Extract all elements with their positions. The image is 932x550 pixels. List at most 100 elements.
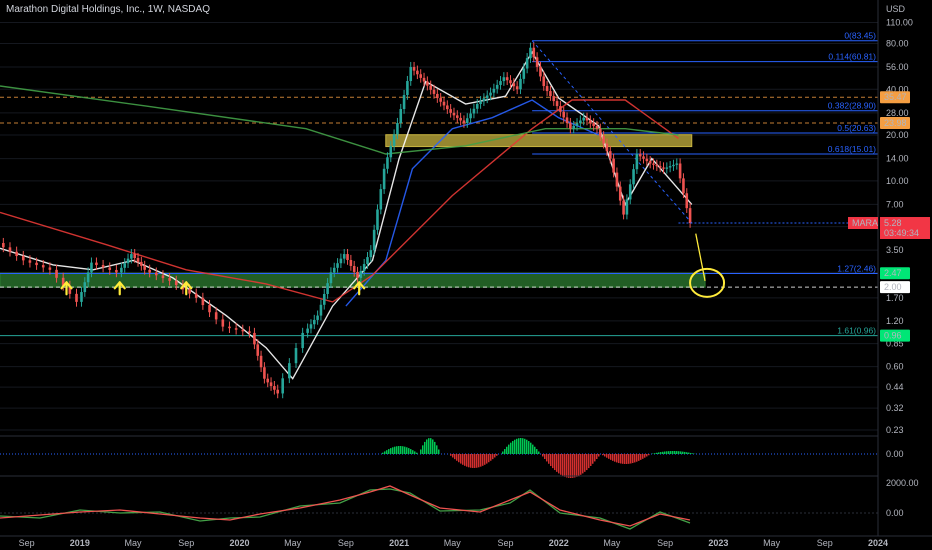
price-tick-2: 56.00 <box>886 62 909 72</box>
candle-body-14-1 <box>288 363 291 379</box>
time-tick-2: May <box>125 538 143 548</box>
macd-bar <box>434 441 436 454</box>
candle-body-28-2 <box>485 95 489 99</box>
candle-body-33-1 <box>549 91 552 97</box>
macd-bar <box>466 454 468 467</box>
macd-bar <box>394 446 396 454</box>
candle-body-16-2 <box>326 283 329 294</box>
candle-body-31-3 <box>529 47 532 59</box>
candle-body-31-2 <box>525 58 529 69</box>
candle-body-15-1 <box>309 324 313 329</box>
candle-body-24-2 <box>432 89 436 94</box>
candle-body-26-3 <box>462 120 466 124</box>
macd-bar <box>616 454 618 463</box>
candle-body-33-2 <box>552 96 556 102</box>
candle-body-18-1 <box>349 260 353 266</box>
time-tick-3: Sep <box>178 538 194 548</box>
candle-body-11-3 <box>248 331 251 333</box>
ma-line-3 <box>0 85 679 155</box>
price-tick-7: 10.00 <box>886 176 909 186</box>
grid <box>0 21 878 431</box>
candle-body-39-2 <box>632 169 635 185</box>
macd-bar <box>566 454 568 478</box>
macd-bar <box>584 454 586 472</box>
last-price-badge-bg <box>880 217 930 240</box>
candle-body-4-0 <box>80 292 83 302</box>
candle-body-36-0 <box>585 117 589 121</box>
candle-body-32-2 <box>539 66 542 77</box>
macd-bar <box>674 451 676 454</box>
candle-body-4-3 <box>90 262 93 273</box>
price-badge-0-bg <box>880 267 910 280</box>
macd-bar <box>630 454 632 464</box>
macd-bar <box>404 446 406 454</box>
candle-body-16-1 <box>322 293 326 305</box>
price-tick-0: 110.00 <box>886 17 913 27</box>
fibonacci-levels: 0(83.45) 0.114(60.81) 0.382(28.90) 0.5(20.6… <box>0 31 878 337</box>
hline-badge-0-bg <box>880 91 910 104</box>
price-series <box>2 42 878 399</box>
candle-body-30-1 <box>509 80 512 84</box>
candle-body-1-1 <box>8 247 12 252</box>
last-price-value: 5.28 <box>884 218 902 228</box>
candle-body-29-1 <box>495 84 499 89</box>
macd-bar <box>620 454 622 464</box>
macd-bar <box>614 454 616 462</box>
candle-body-8-2 <box>161 275 165 279</box>
candle-body-11-1 <box>234 328 238 330</box>
candle-body-37-3 <box>608 151 612 159</box>
chart-title: Marathon Digital Holdings, Inc., 1W, NAS… <box>6 4 210 15</box>
macd-bar <box>560 454 562 475</box>
candle-body-32-0 <box>532 47 536 58</box>
candle-body-38-0 <box>612 158 615 173</box>
candle-body-13-0 <box>266 378 270 383</box>
macd-bar <box>490 454 492 461</box>
candle-body-43-2 <box>685 193 689 209</box>
price-tick-8: 7.00 <box>886 199 904 209</box>
macd-bar <box>612 454 614 461</box>
fib-label-1: 0.114(60.81) <box>828 52 876 62</box>
candle-body-2-1 <box>35 262 38 266</box>
last-price-countdown: 03:49:34 <box>884 228 919 238</box>
candle-body-5-1 <box>101 265 105 268</box>
hline-badge-2-bg <box>880 281 910 294</box>
candle-body-42-2 <box>672 164 675 167</box>
candle-body-22-1 <box>402 95 406 110</box>
macd-bar <box>660 452 662 454</box>
candle-body-8-0 <box>148 269 151 273</box>
candle-body-7-1 <box>136 257 140 262</box>
candle-body-36-1 <box>589 120 592 124</box>
candle-body-19-2 <box>366 257 369 265</box>
time-tick-11: May <box>603 538 621 548</box>
macd-bar <box>484 454 486 465</box>
macd-bar <box>460 454 462 464</box>
macd-bar <box>692 453 694 454</box>
target-circle <box>689 267 726 298</box>
macd-bar <box>538 451 540 454</box>
macd-bar <box>618 454 620 464</box>
macd-bar <box>504 449 506 454</box>
macd-bar <box>396 446 398 454</box>
macd-bar <box>492 454 494 460</box>
candle-body-42-1 <box>668 166 672 168</box>
macd-bar <box>668 451 670 454</box>
macd-bar <box>392 447 394 454</box>
time-tick-16: 2024 <box>868 538 888 548</box>
candle-body-38-2 <box>618 186 622 201</box>
candle-body-25-1 <box>442 101 446 106</box>
fib-label-0: 0(83.45) <box>844 31 876 41</box>
macd-bar <box>634 454 636 463</box>
candle-body-12-2 <box>259 355 263 368</box>
time-tick-7: 2021 <box>389 538 409 548</box>
macd-bar <box>552 454 554 469</box>
macd-bar <box>570 454 572 478</box>
support-markers <box>60 281 366 296</box>
macd-bar <box>648 454 650 456</box>
moving-averages <box>0 50 693 380</box>
time-tick-1: 2019 <box>70 538 90 548</box>
candle-body-8-1 <box>155 272 158 276</box>
macd-bar <box>596 454 598 459</box>
candle-body-29-2 <box>499 81 502 85</box>
candle-body-40-0 <box>638 154 642 157</box>
